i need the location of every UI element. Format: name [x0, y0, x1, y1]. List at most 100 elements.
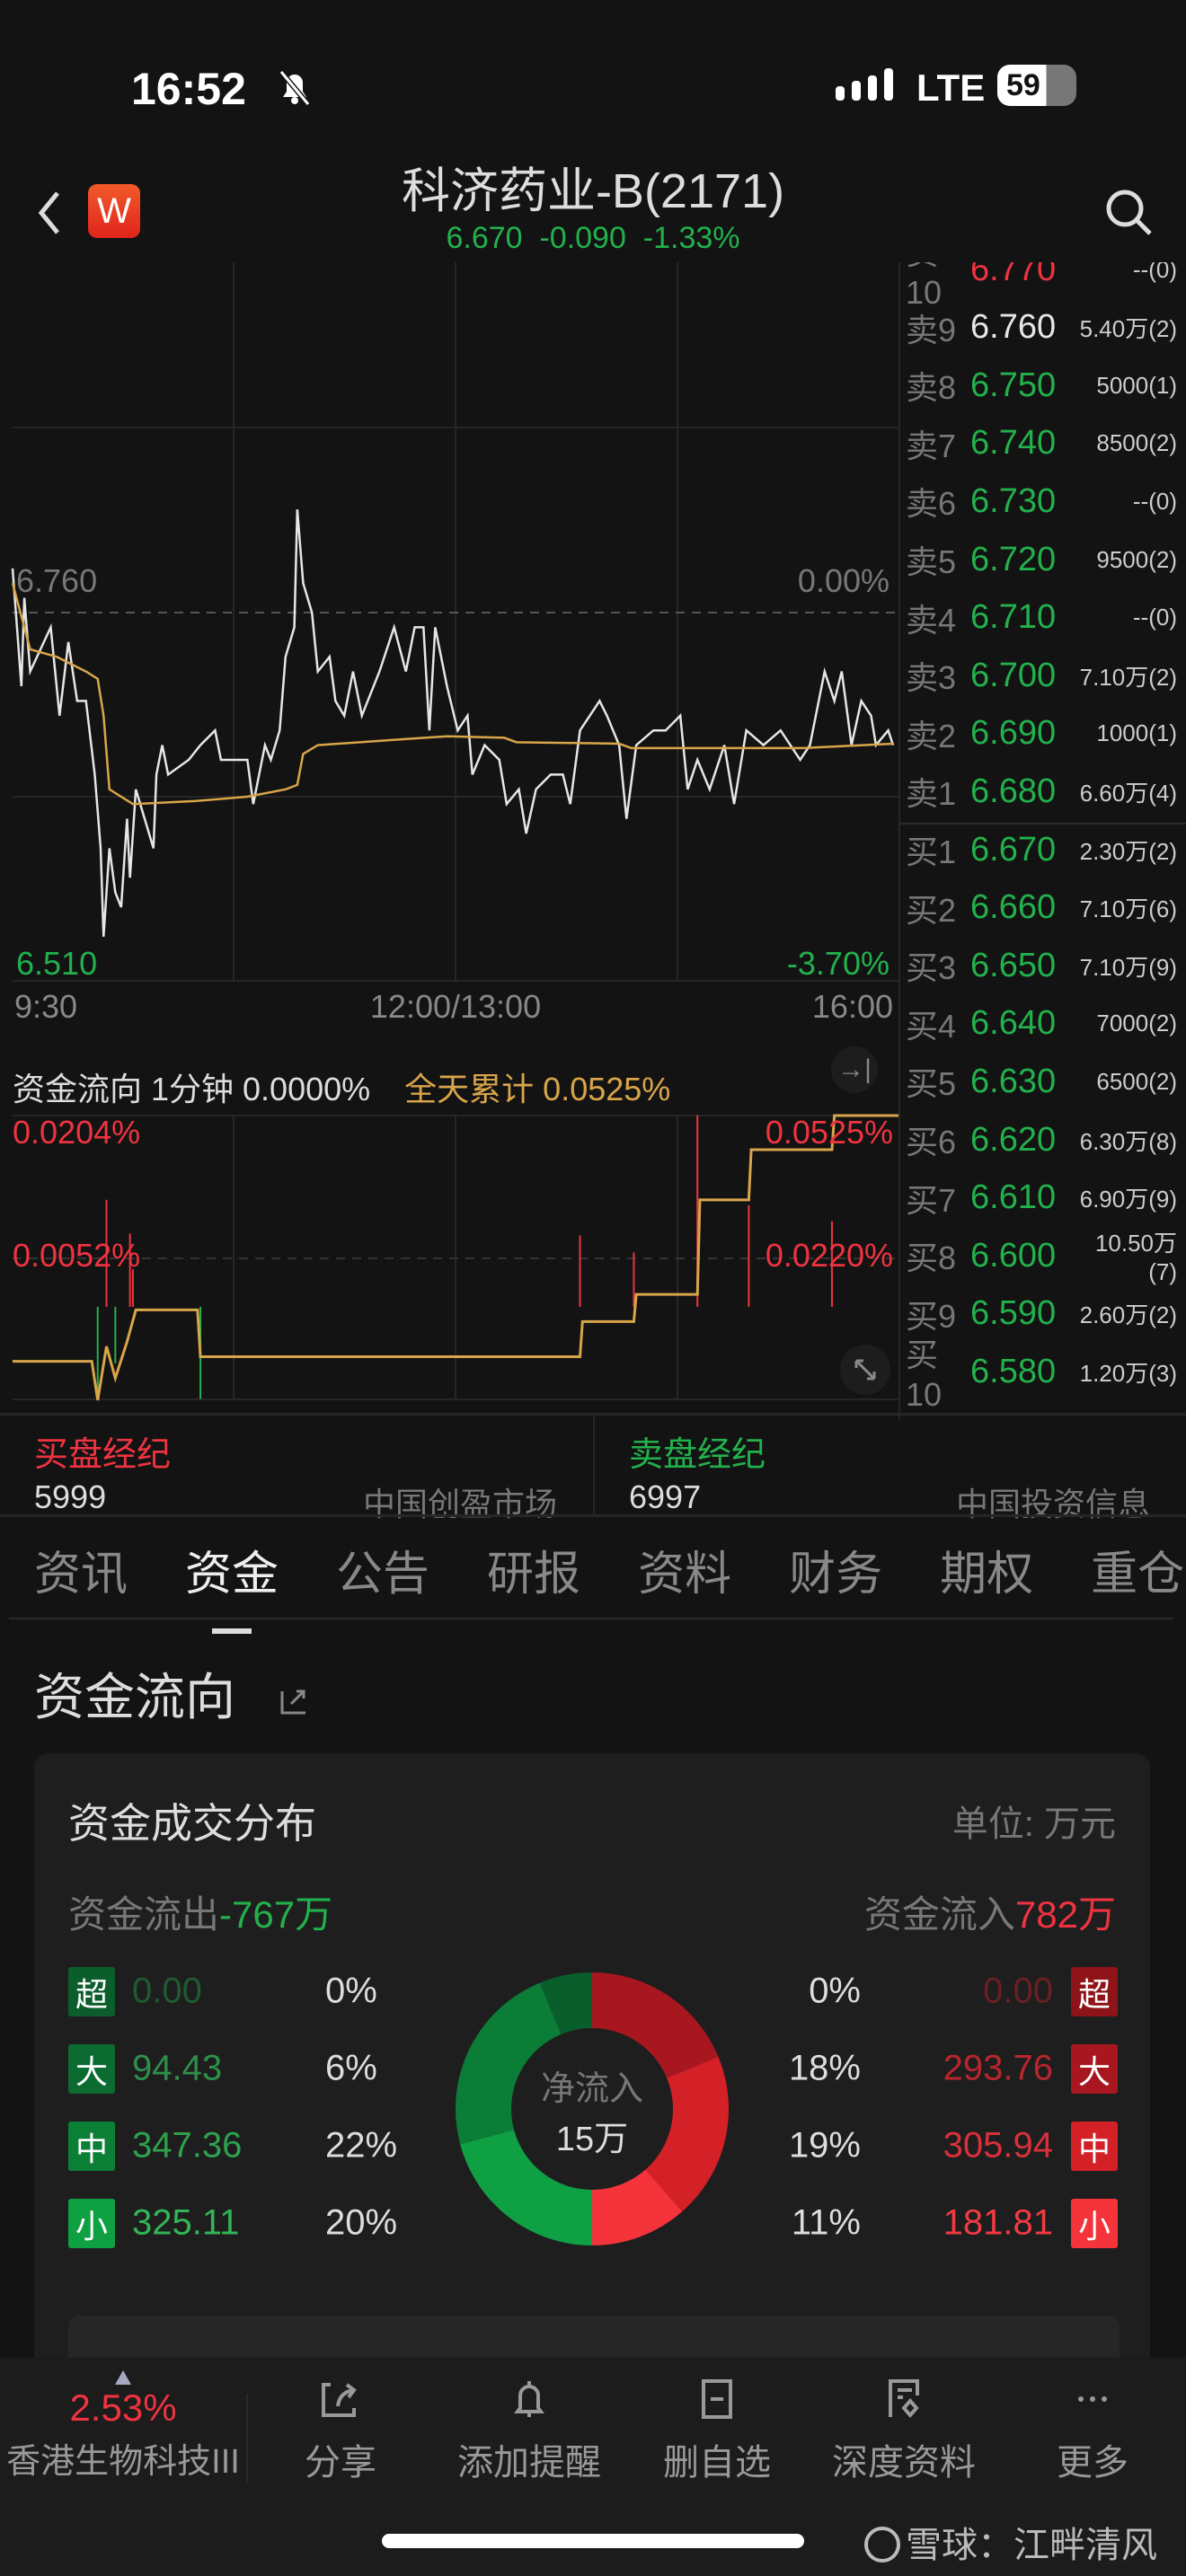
level-label: 卖3 [906, 659, 957, 697]
level-volume: 7000(2) [1096, 1010, 1177, 1037]
nav-divider [246, 2394, 248, 2483]
order-book-row[interactable]: 卖9 6.760 5.40万(2) [900, 299, 1186, 357]
fund-flow-cumulative: 全天累计 0.0525% [404, 1071, 671, 1107]
level-label: 卖8 [906, 369, 957, 407]
donut-slice [592, 2169, 683, 2245]
level-price: 6.750 [970, 366, 1057, 404]
inflow-amount: 181.81 [943, 2202, 1053, 2243]
nav-remove-watchlist[interactable]: 删自选 [627, 2358, 807, 2485]
level-label: 买2 [906, 891, 957, 929]
charts-canvas [11, 244, 898, 1401]
level-price: 6.630 [970, 1062, 1057, 1100]
order-book-row[interactable]: 买3 6.650 7.10万(9) [900, 937, 1186, 994]
donut-center-label: 净流入 [540, 2070, 643, 2108]
nav-bell[interactable]: 添加提醒 [439, 2358, 619, 2485]
level-price: 6.710 [970, 598, 1057, 637]
inflow-amount: 0.00 [983, 1971, 1053, 2011]
buy-broker-panel[interactable]: 买盘经纪 5999 中国创盈市场 [0, 1416, 593, 1522]
low-price-label: 6.510 [16, 945, 98, 982]
x-label-midday: 12:00/13:00 [369, 988, 542, 1025]
order-book-row[interactable]: 买6 6.620 6.30万(8) [900, 1111, 1186, 1169]
donut-slice [539, 1972, 592, 2034]
donut-slice [645, 2056, 729, 2212]
arrow-to-right-icon: →| [837, 1054, 872, 1084]
order-book-row[interactable]: 买7 6.610 6.90万(9) [900, 1169, 1186, 1227]
donut-slice [460, 2130, 592, 2245]
home-indicator[interactable] [382, 2534, 804, 2548]
collapse-orderbook-button[interactable]: →| [831, 1046, 878, 1093]
external-link-icon[interactable] [277, 1682, 313, 1718]
bell-icon [514, 2381, 544, 2417]
level-price: 6.580 [970, 1352, 1057, 1390]
order-book-row[interactable]: 卖7 6.740 8500(2) [900, 415, 1186, 472]
tab-6[interactable]: 期权 [940, 1548, 1034, 1601]
inflow-amount: 293.76 [943, 2048, 1053, 2088]
battery-level: 59 [1006, 68, 1040, 102]
average-price-line [11, 582, 894, 806]
level-volume: 7.10万(9) [1079, 953, 1177, 981]
outflow-size-badge: 大 [68, 2044, 115, 2094]
level-volume: 1000(1) [1096, 719, 1177, 747]
donut-slice [456, 1982, 562, 2145]
index-ticker[interactable]: 2.53% 香港生物科技III [0, 2358, 246, 2483]
level-volume: 2.30万(2) [1079, 837, 1177, 865]
outflow-size-badge: 小 [68, 2199, 115, 2248]
nav-share[interactable]: 分享 [251, 2358, 430, 2485]
nav-label: 深度资料 [832, 2443, 976, 2483]
inflow-size-badge: 中 [1071, 2122, 1118, 2171]
tab-0[interactable]: 资讯 [34, 1548, 128, 1601]
level-price: 6.760 [970, 308, 1057, 347]
nav-more[interactable]: 更多 [1003, 2358, 1182, 2485]
status-time: 16:52 [131, 64, 246, 114]
level-volume: 5000(1) [1096, 371, 1177, 399]
bottom-nav: 2.53% 香港生物科技III 分享 添加提醒 删自选 深度资料 更多 雪球：江畔清风 [0, 2358, 1186, 2576]
tab-3[interactable]: 研报 [487, 1548, 581, 1601]
nav-document[interactable]: 深度资料 [814, 2358, 994, 2485]
fullscreen-button[interactable] [840, 1345, 890, 1395]
prev-close-label: 6.760 [16, 562, 98, 599]
level-label: 买9 [906, 1297, 957, 1335]
tab-2[interactable]: 公告 [336, 1548, 430, 1601]
inflow-pct: 11% [791, 2202, 861, 2243]
order-book-row[interactable]: 买1 6.670 2.30万(2) [900, 821, 1186, 878]
order-book-row[interactable]: 买5 6.630 6500(2) [900, 1053, 1186, 1110]
outflow-size-badge: 超 [68, 1967, 115, 2016]
logo-letter: W [97, 191, 131, 231]
order-book-row[interactable]: 卖8 6.750 5000(1) [900, 357, 1186, 414]
order-book-row[interactable]: 买10 6.580 1.20万(3) [900, 1337, 1186, 1413]
order-book-row[interactable]: 买9 6.590 2.60万(2) [900, 1285, 1186, 1343]
order-book-row[interactable]: 卖1 6.680 6.60万(4) [900, 763, 1186, 820]
level-price: 6.740 [970, 424, 1057, 463]
order-book-row[interactable]: 卖5 6.720 9500(2) [900, 531, 1186, 588]
back-button[interactable] [32, 184, 65, 247]
order-book-row[interactable]: 卖4 6.710 --(0) [900, 589, 1186, 647]
sell-broker-panel[interactable]: 卖盘经纪 6997 中国投资信息 [595, 1416, 1186, 1522]
order-book-row[interactable]: 买2 6.660 7.10万(6) [900, 879, 1186, 937]
section-title-text: 资金流向 [34, 1669, 235, 1725]
level-price: 6.730 [970, 481, 1057, 520]
card-title: 资金成交分布 [68, 1800, 316, 1847]
tab-4[interactable]: 资料 [638, 1548, 732, 1601]
outflow-label: 资金流出 [68, 1893, 220, 1936]
tab-5[interactable]: 财务 [789, 1548, 883, 1601]
level-label: 卖5 [906, 543, 957, 580]
tab-1[interactable]: 资金 [185, 1536, 279, 1634]
outflow-pct: 6% [325, 2048, 377, 2088]
level-volume: 6.30万(8) [1079, 1127, 1177, 1155]
search-icon[interactable] [1102, 185, 1155, 239]
level-volume: 6.90万(9) [1079, 1186, 1177, 1213]
app-logo[interactable]: W [88, 184, 140, 238]
order-book-row[interactable]: 卖6 6.730 --(0) [900, 472, 1186, 530]
bid-ask-divider [900, 823, 1186, 825]
order-book-row[interactable]: 卖2 6.690 1000(1) [900, 705, 1186, 763]
tab-7[interactable]: 重仓 [1091, 1548, 1185, 1601]
top-header: 16:52 LTE 59 W 科济药业-B(2171) 6.670 -0.090… [0, 0, 1186, 262]
level-price: 6.700 [970, 656, 1057, 694]
outflow-amount: 347.36 [132, 2125, 243, 2166]
order-book-row[interactable]: 买8 6.600 10.50万(7) [900, 1227, 1186, 1285]
broker-divider-vertical [593, 1416, 595, 1514]
order-book-row[interactable]: 卖3 6.700 7.10万(2) [900, 647, 1186, 704]
buy-broker-name: 中国创盈市场 [362, 1486, 557, 1522]
order-book-row[interactable]: 买4 6.640 7000(2) [900, 995, 1186, 1053]
inflow-size-badge: 大 [1071, 2044, 1118, 2094]
